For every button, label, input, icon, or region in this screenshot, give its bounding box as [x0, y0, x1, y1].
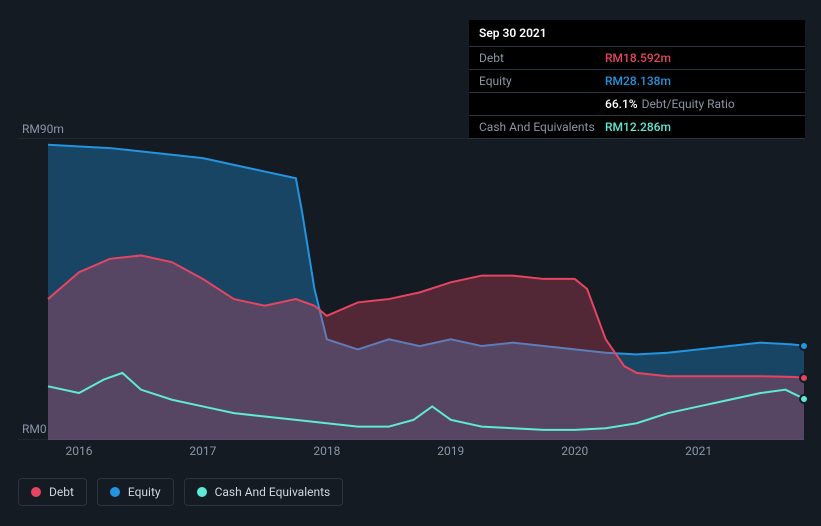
tooltip-date: Sep 30 2021: [469, 20, 805, 47]
tooltip-label: Cash And Equivalents: [479, 120, 605, 134]
tooltip-row: 66.1% Debt/Equity Ratio: [469, 93, 805, 116]
debt-area: [48, 255, 804, 440]
debt-marker: [799, 373, 809, 383]
tooltip-value: 66.1%: [605, 97, 638, 111]
tooltip-row: DebtRM18.592m: [469, 47, 805, 70]
chart-area[interactable]: [18, 138, 804, 440]
x-axis-label: 2016: [65, 444, 92, 458]
legend-item[interactable]: Cash And Equivalents: [184, 478, 344, 506]
equity-marker: [799, 341, 809, 351]
x-axis-label: 2018: [313, 444, 340, 458]
tooltip-label: Equity: [479, 74, 605, 88]
tooltip-row: Cash And EquivalentsRM12.286m: [469, 116, 805, 138]
legend-dot: [197, 487, 207, 497]
legend-item[interactable]: Debt: [18, 478, 87, 506]
x-axis-label: 2017: [189, 444, 216, 458]
chart-svg: [18, 138, 804, 440]
cash-marker: [799, 394, 809, 404]
x-axis-label: 2021: [685, 444, 712, 458]
tooltip-value: RM28.138m: [605, 74, 671, 88]
legend-item[interactable]: Equity: [97, 478, 174, 506]
legend-label: Cash And Equivalents: [215, 485, 331, 499]
chart-tooltip: Sep 30 2021 DebtRM18.592mEquityRM28.138m…: [469, 20, 805, 139]
tooltip-suffix: Debt/Equity Ratio: [642, 97, 735, 111]
legend: Debt Equity Cash And Equivalents: [18, 478, 343, 506]
legend-label: Equity: [128, 485, 161, 499]
x-axis-label: 2019: [437, 444, 464, 458]
x-axis: 2016 2017 2018 2019 2020 2021: [18, 444, 804, 464]
tooltip-label: Debt: [479, 51, 605, 65]
tooltip-row: EquityRM28.138m: [469, 70, 805, 93]
y-axis-label-top: RM90m: [22, 122, 64, 136]
tooltip-value: RM12.286m: [605, 120, 671, 134]
tooltip-value: RM18.592m: [605, 51, 671, 65]
legend-dot: [110, 487, 120, 497]
legend-dot: [31, 487, 41, 497]
x-axis-label: 2020: [561, 444, 588, 458]
legend-label: Debt: [49, 485, 74, 499]
tooltip-label: [479, 97, 605, 111]
